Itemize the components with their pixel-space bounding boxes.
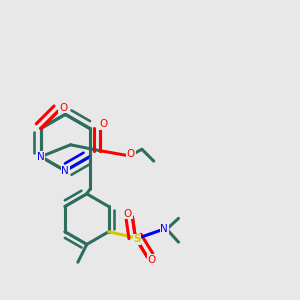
- Text: O: O: [127, 149, 135, 159]
- Text: O: O: [59, 103, 67, 112]
- Text: O: O: [124, 209, 132, 219]
- Text: S: S: [133, 234, 141, 244]
- Text: O: O: [99, 119, 107, 129]
- Text: N: N: [61, 166, 69, 176]
- Text: N: N: [160, 224, 168, 234]
- Text: N: N: [37, 152, 45, 162]
- Text: O: O: [148, 255, 156, 265]
